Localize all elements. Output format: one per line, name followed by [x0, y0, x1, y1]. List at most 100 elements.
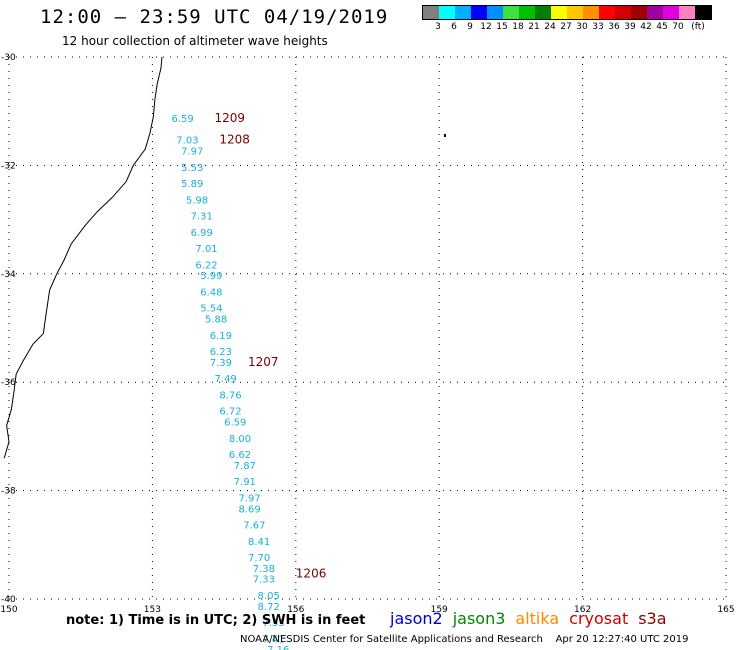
wave-height-label: 5.89 — [181, 179, 203, 190]
wave-height-label: 8.00 — [229, 434, 251, 445]
wave-height-label: 5.88 — [205, 315, 227, 326]
legend-swatch — [471, 6, 487, 19]
legend-swatch — [663, 6, 679, 19]
legend-label: 21 — [528, 22, 540, 32]
pass-id-label: 1206 — [296, 566, 327, 580]
legend-swatch — [503, 6, 519, 19]
wave-height-label: 7.33 — [262, 618, 284, 629]
longitude-label: 150 — [0, 605, 17, 615]
satellite-cryosat: cryosat — [569, 609, 629, 628]
legend-label: 27 — [560, 22, 572, 32]
timestamp-text: Apr 20 12:27:40 UTC 2019 — [555, 634, 689, 645]
legend-label: 36 — [608, 22, 620, 32]
legend-label: (ft) — [691, 22, 705, 32]
legend-swatch — [423, 6, 439, 19]
legend-swatch — [631, 6, 647, 19]
wave-height-label: 7.97 — [238, 493, 260, 504]
legend-label: 30 — [576, 22, 588, 32]
map-title: 12:00 – 23:59 UTC 04/19/2019 — [40, 6, 389, 28]
legend-label: 33 — [592, 22, 604, 32]
footer-credit: NOAA/NESDIS Center for Satellite Applica… — [240, 634, 689, 645]
legend-swatch — [599, 6, 615, 19]
wave-height-label: 5.54 — [200, 304, 222, 315]
wave-height-label: 7.97 — [181, 147, 203, 158]
legend-swatch — [567, 6, 583, 19]
credit-text: NOAA/NESDIS Center for Satellite Applica… — [240, 634, 543, 645]
wave-height-label: 7.38 — [253, 564, 275, 575]
satellite-jason3: jason3 — [452, 609, 506, 628]
longitude-label: 165 — [717, 605, 734, 615]
wave-height-label: 6.99 — [191, 228, 213, 239]
wave-height-label: 7.91 — [234, 477, 256, 488]
wave-height-label: 5.99 — [200, 271, 222, 282]
wave-height-label: 6.59 — [224, 418, 246, 429]
legend-color-scale — [422, 5, 712, 20]
wave-height-label: 7.39 — [210, 358, 232, 369]
wave-height-legend: 3 6 9 12 15 18 21 24 27 30 33 36 39 42 45 70 (ft) — [422, 5, 712, 36]
wave-height-label: 8.69 — [238, 504, 260, 515]
legend-swatch — [487, 6, 503, 19]
wave-height-label: 6.62 — [229, 450, 251, 461]
legend-label: 6 — [451, 22, 457, 32]
legend-label: 9 — [467, 22, 473, 32]
wave-height-label: 7.01 — [195, 244, 217, 255]
pass-id-label: 1207 — [248, 355, 279, 369]
wave-height-label: 6.48 — [200, 287, 222, 298]
wave-height-label: 7.67 — [243, 521, 265, 532]
wave-height-label: 6.59 — [172, 114, 194, 125]
legend-label: 70 — [672, 22, 684, 32]
legend-swatch — [535, 6, 551, 19]
legend-swatch — [695, 6, 711, 19]
wave-height-label: 5.53 — [181, 163, 203, 174]
longitude-label: 159 — [431, 605, 448, 615]
legend-label: 18 — [512, 22, 524, 32]
wave-height-label: 6.23 — [210, 347, 232, 358]
wave-height-label: 7.87 — [234, 461, 256, 472]
legend-label: 12 — [480, 22, 492, 32]
legend-swatch — [439, 6, 455, 19]
latitude-label: -40 — [1, 595, 16, 605]
latitude-label: -38 — [1, 487, 16, 497]
wave-height-label: 8.41 — [248, 537, 270, 548]
coastline — [3, 56, 163, 459]
satellite-s3a: s3a — [638, 609, 667, 628]
wave-height-label: 8.76 — [219, 390, 241, 401]
wave-height-label: 7.70 — [248, 553, 270, 564]
latitude-label: -32 — [1, 161, 16, 171]
legend-swatch — [455, 6, 471, 19]
longitude-label: 162 — [574, 605, 591, 615]
wave-height-label: 7.31 — [191, 212, 213, 223]
legend-label: 3 — [435, 22, 441, 32]
wave-height-label: 7.03 — [176, 136, 198, 147]
legend-swatch — [679, 6, 695, 19]
island-marker — [443, 133, 446, 137]
legend-swatch — [615, 6, 631, 19]
legend-swatch — [519, 6, 535, 19]
longitude-label: 153 — [144, 605, 161, 615]
satellite-altika: altika — [515, 609, 560, 628]
legend-label: 24 — [544, 22, 556, 32]
satellite-jason2: jason2 — [390, 609, 443, 628]
wave-height-label: 7.16 — [267, 645, 289, 650]
legend-label: 39 — [624, 22, 636, 32]
longitude-label: 156 — [287, 605, 304, 615]
wave-height-label: 7.33 — [253, 575, 275, 586]
wave-height-label: 5.98 — [186, 195, 208, 206]
latitude-label: -30 — [1, 53, 16, 63]
footnote: note: 1) Time is in UTC; 2) SWH is in fe… — [66, 613, 366, 628]
legend-labels: 3 6 9 12 15 18 21 24 27 30 33 36 39 42 45 70 (ft) — [422, 22, 712, 36]
legend-swatch — [583, 6, 599, 19]
legend-label: 15 — [496, 22, 508, 32]
wave-height-label: 8.05 — [258, 591, 280, 602]
wave-height-label: 6.72 — [219, 407, 241, 418]
legend-label: 45 — [656, 22, 668, 32]
legend-label: 42 — [640, 22, 652, 32]
legend-swatch — [551, 6, 567, 19]
pass-id-label: 1209 — [215, 111, 246, 125]
legend-swatch — [647, 6, 663, 19]
pass-id-label: 1208 — [219, 133, 250, 147]
satellite-legend: jason2 jason3 altika cryosat s3a — [390, 609, 667, 628]
latitude-label: -34 — [1, 270, 16, 280]
wave-height-label: 7.41 — [262, 634, 284, 645]
